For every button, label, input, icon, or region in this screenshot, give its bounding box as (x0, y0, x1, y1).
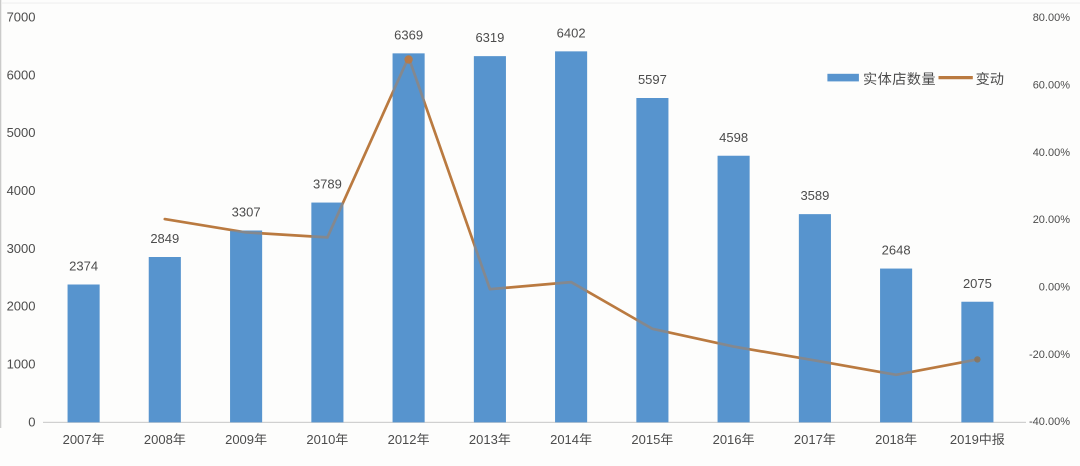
svg-text:2010: 2010 (306, 432, 335, 447)
svg-text:0.00%: 0.00% (1039, 282, 1070, 294)
svg-text:2017: 2017 (794, 432, 823, 447)
svg-text:4598: 4598 (719, 130, 748, 145)
svg-text:6000: 6000 (7, 67, 36, 82)
svg-text:2849: 2849 (150, 231, 179, 246)
svg-text:20.00%: 20.00% (1033, 214, 1071, 226)
svg-text:2374: 2374 (69, 259, 98, 274)
svg-text:4000: 4000 (7, 183, 36, 198)
svg-text:2013: 2013 (469, 432, 498, 447)
svg-text:2016: 2016 (713, 432, 742, 447)
svg-text:-20.00%: -20.00% (1029, 349, 1070, 361)
svg-text:5000: 5000 (7, 125, 36, 140)
svg-text:2014: 2014 (550, 432, 579, 447)
svg-text:40.00%: 40.00% (1033, 147, 1071, 159)
svg-text:3789: 3789 (313, 177, 342, 192)
svg-text:-40.00%: -40.00% (1029, 416, 1070, 428)
svg-text:3307: 3307 (232, 205, 261, 220)
svg-text:2009: 2009 (225, 432, 254, 447)
svg-text:6369: 6369 (394, 27, 423, 42)
svg-text:2018: 2018 (875, 432, 904, 447)
svg-text:2000: 2000 (7, 299, 36, 314)
svg-text:3000: 3000 (7, 241, 36, 256)
svg-text:2007: 2007 (63, 432, 92, 447)
svg-text:0: 0 (28, 414, 35, 429)
svg-text:5597: 5597 (638, 72, 667, 87)
svg-text:80.00%: 80.00% (1033, 12, 1071, 24)
svg-text:2648: 2648 (882, 243, 911, 258)
svg-text:2015: 2015 (631, 432, 660, 447)
svg-text:1000: 1000 (7, 357, 36, 372)
svg-text:3589: 3589 (800, 188, 829, 203)
svg-text:2019: 2019 (950, 432, 979, 447)
svg-text:6402: 6402 (557, 25, 586, 40)
svg-text:2012: 2012 (388, 432, 417, 447)
svg-text:60.00%: 60.00% (1033, 79, 1071, 91)
svg-text:2075: 2075 (963, 276, 992, 291)
svg-text:6319: 6319 (475, 30, 504, 45)
svg-text:7000: 7000 (7, 10, 36, 25)
svg-text:2008: 2008 (144, 432, 173, 447)
